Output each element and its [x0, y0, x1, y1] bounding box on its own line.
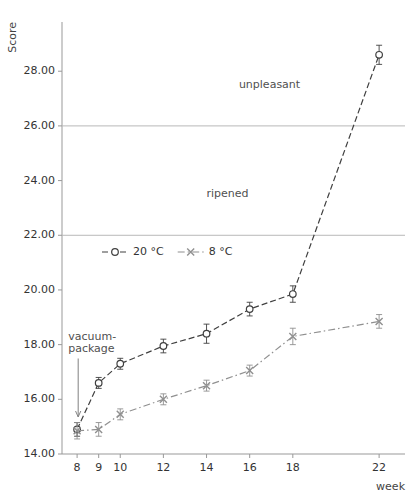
error-bar	[204, 380, 210, 391]
plot-area	[62, 45, 405, 439]
x-axis-line	[62, 454, 405, 455]
x-axis-label: week	[376, 480, 406, 493]
error-bar	[376, 45, 382, 64]
y-tick	[58, 289, 62, 290]
y-axis-line	[62, 22, 63, 454]
x-tick	[163, 454, 164, 458]
y-tick-label: 14.00	[24, 447, 56, 460]
point-marker	[376, 52, 383, 59]
y-tick-label: 22.00	[24, 228, 56, 241]
x-tick	[98, 454, 99, 458]
x-tick-label: 22	[372, 461, 386, 474]
error-bar	[247, 365, 253, 376]
legend-marker	[112, 249, 119, 256]
y-tick	[58, 235, 62, 236]
x-tick-label: 8	[74, 461, 81, 474]
point-marker	[117, 360, 124, 367]
x-tick	[292, 454, 293, 458]
error-bar	[290, 286, 296, 302]
y-tick-label: 20.00	[24, 283, 56, 296]
y-tick-label: 28.00	[24, 64, 56, 77]
y-tick-label: 26.00	[24, 119, 56, 132]
error-bar	[204, 324, 210, 343]
legend: 20 °C 8 °C	[102, 245, 233, 258]
error-bar	[247, 302, 253, 316]
legend-marker	[187, 249, 194, 256]
y-tick	[58, 344, 62, 345]
error-bar	[160, 339, 166, 353]
point-marker	[246, 306, 253, 313]
x-tick-label: 18	[286, 461, 300, 474]
series-line	[77, 55, 379, 430]
x-tick	[379, 454, 380, 458]
y-tick	[58, 125, 62, 126]
legend-item: 8 °C	[178, 245, 233, 258]
x-tick	[120, 454, 121, 458]
y-tick-label: 24.00	[24, 174, 56, 187]
annotation-line: vacuum-	[68, 330, 116, 343]
error-bar	[160, 394, 166, 405]
x-tick-label: 14	[200, 461, 214, 474]
point-marker	[289, 333, 296, 340]
y-tick	[58, 399, 62, 400]
annotation: unpleasant	[239, 78, 301, 91]
annotation: ripened	[207, 187, 249, 200]
point-marker	[160, 396, 167, 403]
chart: 14.00 16.00 18.00 20.00 22.00 24.00 26.00 28.00…	[0, 0, 419, 500]
error-bar	[117, 409, 123, 420]
y-tick	[58, 71, 62, 72]
point-marker	[74, 427, 81, 434]
legend-label: 8 °C	[209, 245, 233, 258]
y-tick	[58, 454, 62, 455]
error-bar	[117, 358, 123, 369]
x-tick-label: 12	[156, 461, 170, 474]
legend-label: 20 °C	[133, 245, 164, 258]
point-marker	[290, 291, 297, 298]
point-marker	[95, 380, 102, 387]
point-marker	[117, 411, 124, 418]
x-tick	[249, 454, 250, 458]
annotation-line: package	[68, 342, 115, 355]
x-tick	[206, 454, 207, 458]
y-tick	[58, 180, 62, 181]
y-tick-label: 16.00	[24, 392, 56, 405]
x-tick	[77, 454, 78, 458]
point-marker	[246, 367, 253, 374]
x-tick-label: 16	[243, 461, 257, 474]
error-bar	[96, 377, 102, 388]
x-tick-label: 9	[95, 461, 102, 474]
error-bar	[376, 315, 382, 329]
series-line	[77, 321, 379, 430]
y-axis-label: Score	[6, 22, 19, 53]
point-marker	[95, 426, 102, 433]
legend-item: 20 °C	[102, 245, 164, 258]
error-bar	[74, 423, 80, 439]
error-bar	[290, 328, 296, 344]
point-marker	[376, 318, 383, 325]
y-tick-label: 18.00	[24, 338, 56, 351]
error-bar	[96, 423, 102, 437]
annotation: vacuum-package	[68, 330, 116, 356]
x-tick-label: 10	[113, 461, 127, 474]
zone-line	[62, 235, 405, 236]
point-marker	[203, 330, 210, 337]
point-marker	[160, 343, 167, 350]
point-marker	[203, 382, 210, 389]
annotation-arrow	[78, 358, 79, 416]
chart-container: 14.00 16.00 18.00 20.00 22.00 24.00 26.00 28.00…	[0, 0, 419, 500]
